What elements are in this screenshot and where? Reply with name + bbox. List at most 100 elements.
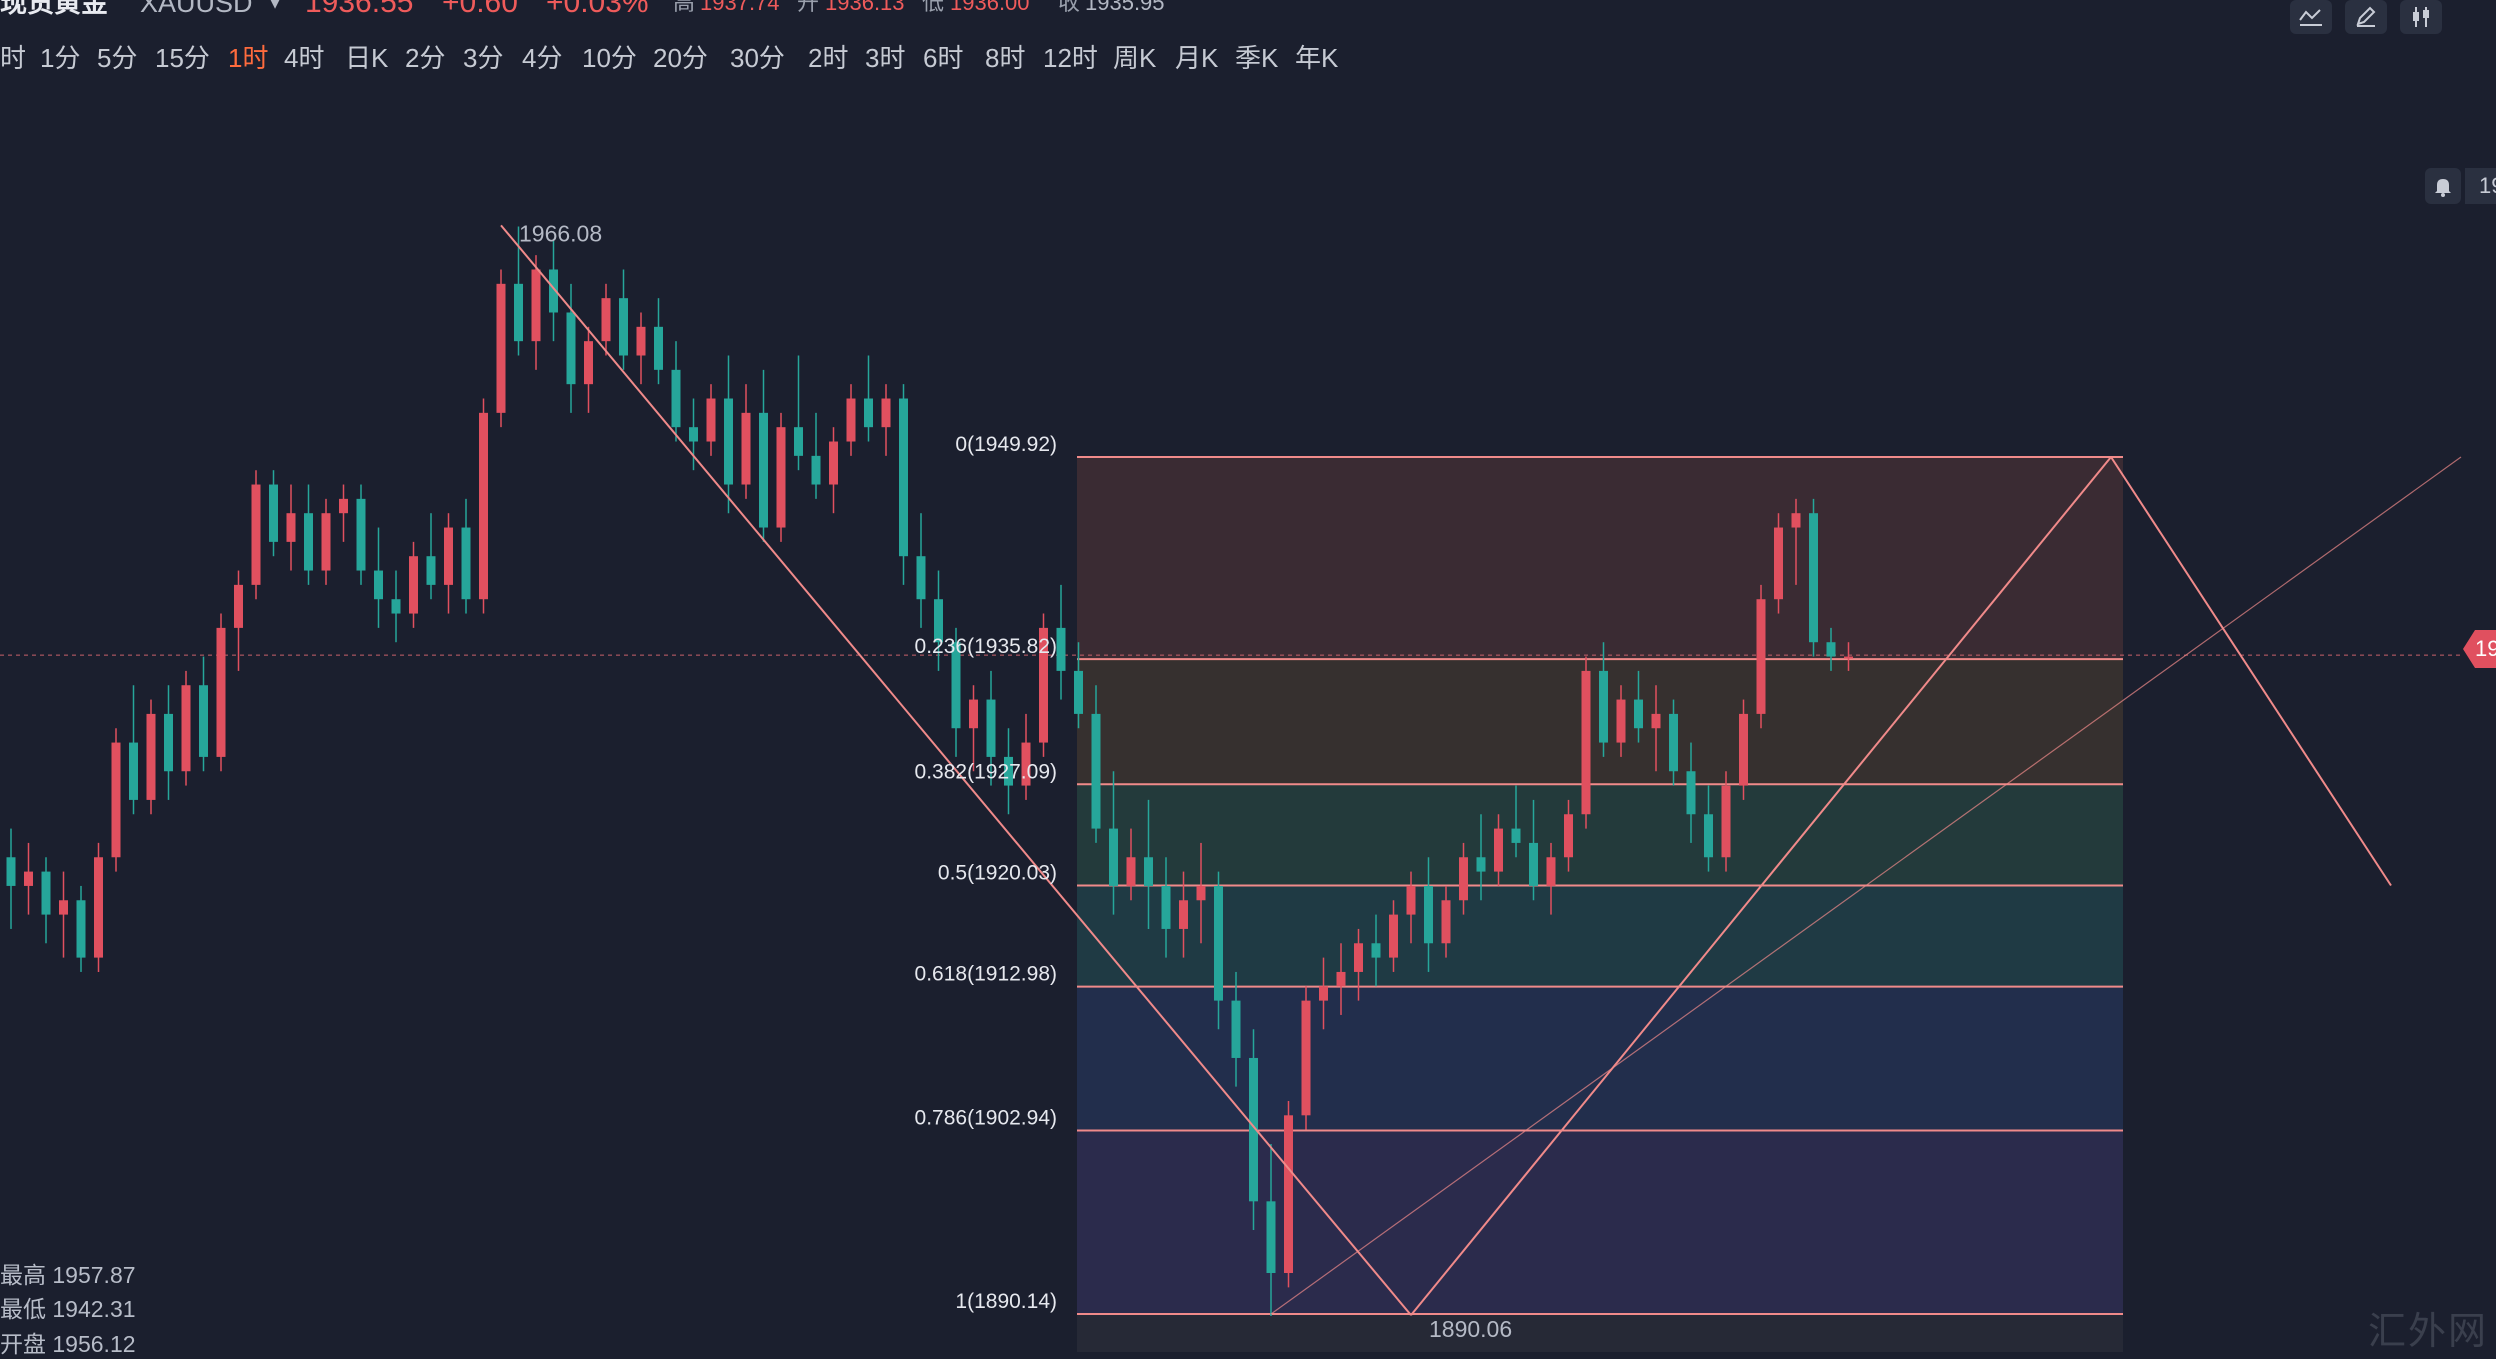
candle-body <box>1196 885 1206 901</box>
candle <box>356 484 366 585</box>
candle-body <box>286 513 296 542</box>
period-6[interactable]: 日K <box>345 43 389 73</box>
period-1[interactable]: 1分 <box>40 43 81 73</box>
candle-body <box>409 556 418 614</box>
candle-body <box>1371 943 1381 958</box>
candle-body <box>24 871 33 886</box>
candle-body <box>1319 986 1328 1001</box>
candle <box>706 384 716 456</box>
candle <box>566 283 576 413</box>
candle <box>601 283 611 356</box>
candle-style-button[interactable] <box>2400 0 2442 34</box>
period-15[interactable]: 6时 <box>923 43 964 73</box>
candle-body <box>1214 885 1223 1001</box>
period-3[interactable]: 15分 <box>155 43 210 73</box>
fib-label-1: 0.236(1935.82) <box>915 635 1057 658</box>
candle <box>724 355 733 514</box>
stat-low-label: 最低 <box>0 1296 46 1322</box>
candle-body <box>829 441 838 485</box>
period-7[interactable]: 2分 <box>405 43 446 73</box>
alert-button[interactable] <box>2425 168 2461 204</box>
period-11[interactable]: 20分 <box>653 43 708 73</box>
candle <box>584 326 593 413</box>
candle <box>1214 871 1223 1030</box>
candle <box>1756 584 1766 729</box>
indicator-button[interactable] <box>2290 0 2332 34</box>
period-9[interactable]: 4分 <box>522 43 563 73</box>
candle-body <box>1021 742 1031 786</box>
period-21[interactable]: 年K <box>1295 43 1339 73</box>
candle-body <box>899 398 908 557</box>
candle-body <box>479 412 488 600</box>
candle-body <box>1546 857 1556 886</box>
candle-body <box>514 283 523 342</box>
candle-body <box>1231 1000 1241 1058</box>
candle <box>1739 699 1748 800</box>
period-2[interactable]: 5分 <box>97 43 138 73</box>
candle-body <box>181 685 191 772</box>
candle <box>94 842 103 972</box>
period-12[interactable]: 30分 <box>730 43 785 73</box>
candle <box>111 728 121 872</box>
period-14[interactable]: 3时 <box>865 43 906 73</box>
candle-body <box>1739 713 1748 786</box>
high-annotation: 1966.08 <box>519 220 602 246</box>
stat-open-value: 1956.12 <box>52 1331 136 1357</box>
candle-body <box>339 498 348 514</box>
candle <box>531 255 541 370</box>
period-4[interactable]: 1时 <box>228 43 269 73</box>
candle-body <box>916 556 926 600</box>
candle-body <box>1354 943 1363 972</box>
candle <box>6 828 16 929</box>
draw-button[interactable] <box>2345 0 2387 34</box>
period-17[interactable]: 12时 <box>1043 43 1098 73</box>
trend-line-2[interactable] <box>2110 456 2392 887</box>
candle <box>1231 971 1241 1087</box>
trend-line-3[interactable] <box>1270 456 2462 1315</box>
low-value: 1936.00 <box>950 0 1030 15</box>
candle-body <box>1144 857 1153 886</box>
period-8[interactable]: 3分 <box>463 43 504 73</box>
period-13[interactable]: 2时 <box>808 43 849 73</box>
candle <box>1091 685 1101 843</box>
candle <box>1179 871 1188 958</box>
candle-body <box>1161 885 1171 929</box>
candle-body <box>584 341 593 385</box>
high-value: 1937.74 <box>700 0 780 15</box>
period-20[interactable]: 季K <box>1235 43 1279 73</box>
axis-price-label: 19 <box>2465 168 2496 204</box>
stat-high: 最高 1957.87 <box>0 1256 136 1290</box>
candle <box>409 541 418 628</box>
period-0[interactable]: 时 <box>0 43 27 73</box>
period-19[interactable]: 月K <box>1175 43 1219 73</box>
instrument-symbol[interactable]: XAUUSD <box>140 0 253 18</box>
candle-body <box>216 627 226 757</box>
candle-body <box>969 699 978 729</box>
candle-body <box>164 713 173 772</box>
candle-body <box>374 570 383 600</box>
candle <box>1319 957 1328 1030</box>
trend-line-0[interactable] <box>500 224 1412 1316</box>
candle-body <box>304 513 313 571</box>
pencil-icon <box>2356 6 2376 27</box>
fib-band-0 <box>1077 457 2123 660</box>
candle-body <box>321 513 331 571</box>
fibonacci-labels: 0(1949.92) 0.236(1935.82) 0.382(1927.09) 0.… <box>915 433 1057 1313</box>
candle-body <box>1529 842 1538 886</box>
fib-band-bottom <box>1077 1314 2123 1352</box>
candle <box>654 298 663 385</box>
candle <box>1389 900 1398 972</box>
price-change: +0.60 <box>442 0 518 19</box>
period-18[interactable]: 周K <box>1113 43 1157 73</box>
trend-line-1[interactable] <box>1410 456 2112 1316</box>
low-label: 低 <box>922 0 945 15</box>
candle-body <box>636 326 646 356</box>
symbol-dropdown-icon[interactable]: ▾ <box>270 0 281 14</box>
fib-band-5 <box>1077 1130 2123 1314</box>
candle-body <box>934 599 943 643</box>
period-5[interactable]: 4时 <box>284 43 325 73</box>
period-16[interactable]: 8时 <box>985 43 1026 73</box>
period-10[interactable]: 10分 <box>582 43 637 73</box>
